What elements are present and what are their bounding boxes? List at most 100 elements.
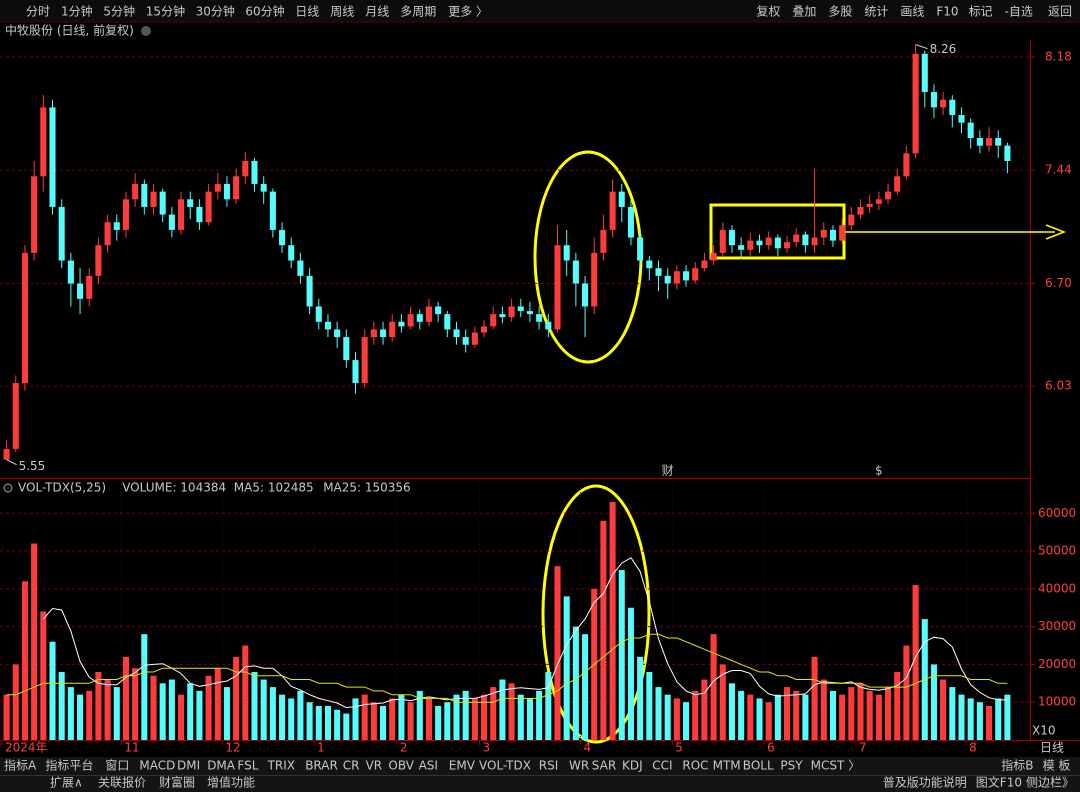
- highlight-ellipse: [533, 150, 643, 364]
- arrow-head: [1045, 224, 1067, 240]
- indicator-tab[interactable]: KDJ: [622, 759, 643, 773]
- candle-body: [986, 138, 993, 146]
- indicator-tab[interactable]: 指标B: [1001, 758, 1033, 773]
- indicator-tab[interactable]: MTM: [713, 759, 741, 773]
- volume-bar: [435, 705, 442, 740]
- volume-bar: [508, 683, 515, 740]
- volume-bar: [481, 694, 488, 740]
- indicator-tab[interactable]: 指标平台: [45, 758, 93, 773]
- indicator-tab[interactable]: MCST: [811, 759, 845, 773]
- panel-icon[interactable]: [3, 483, 13, 493]
- status-button[interactable]: 图文F10: [976, 775, 1022, 790]
- tool-button[interactable]: -自选: [1005, 5, 1033, 19]
- period-button[interactable]: 月线: [365, 5, 389, 19]
- volume-bar: [242, 645, 249, 740]
- candle-body: [269, 191, 276, 230]
- indicator-tab[interactable]: DMA: [207, 759, 236, 773]
- period-button[interactable]: 5分钟: [103, 4, 135, 19]
- event-marker[interactable]: $: [875, 464, 883, 478]
- indicator-tab[interactable]: OBV: [388, 759, 414, 773]
- indicator-tab[interactable]: 指标A: [4, 758, 37, 773]
- tool-button[interactable]: 复权: [756, 5, 780, 19]
- tool-button[interactable]: 标记: [969, 5, 993, 19]
- volume-bar: [875, 694, 882, 740]
- tool-button[interactable]: 返回: [1048, 5, 1072, 19]
- tool-button[interactable]: 叠加: [792, 5, 816, 19]
- indicator-tab[interactable]: 窗口: [105, 759, 129, 773]
- candle-body: [499, 314, 506, 318]
- volume-bar: [536, 690, 543, 740]
- indicator-tab[interactable]: 〉: [848, 759, 860, 773]
- indicator-tab[interactable]: VOL-TDX: [479, 759, 531, 773]
- candle-body: [435, 306, 442, 315]
- status-button[interactable]: 关联报价: [98, 775, 146, 790]
- volume-bar: [618, 569, 625, 740]
- indicator-tab[interactable]: VR: [366, 759, 383, 773]
- status-button[interactable]: 普及版功能说明: [883, 775, 967, 790]
- period-button[interactable]: 周线: [330, 5, 354, 19]
- candle-body: [554, 245, 561, 330]
- status-button[interactable]: 扩展∧: [50, 776, 83, 790]
- volume-bar: [269, 687, 276, 740]
- status-button[interactable]: 侧边栏》: [1026, 775, 1074, 790]
- period-button[interactable]: 60分钟: [245, 4, 284, 19]
- indicator-tab[interactable]: CCI: [652, 759, 672, 773]
- indicator-tab[interactable]: BRAR: [305, 759, 338, 773]
- period-button[interactable]: 多周期: [400, 5, 436, 19]
- candle-body: [949, 99, 956, 116]
- candle-body: [958, 115, 965, 123]
- tool-button[interactable]: 统计: [864, 5, 888, 19]
- volume-bar: [334, 709, 341, 740]
- ma-line: [6, 633, 1008, 703]
- x-tick-label: 7: [859, 741, 867, 755]
- volume-bar: [802, 694, 809, 740]
- volume-bar: [811, 656, 818, 740]
- indicator-tab[interactable]: 模 板: [1043, 759, 1071, 773]
- tool-button[interactable]: F10: [936, 5, 958, 19]
- indicator-tab[interactable]: FSL: [237, 759, 258, 773]
- tool-button[interactable]: 多股: [828, 5, 852, 19]
- indicator-tab[interactable]: BOLL: [743, 759, 774, 773]
- candle-body: [361, 337, 368, 384]
- candle-body: [591, 252, 598, 307]
- period-button[interactable]: 30分钟: [196, 4, 235, 19]
- volume-bar: [499, 679, 506, 740]
- x-tick-label: 6: [767, 741, 775, 755]
- event-marker[interactable]: 财: [662, 464, 674, 478]
- status-button[interactable]: 增值功能: [207, 775, 255, 790]
- indicator-tab[interactable]: EMV: [449, 759, 476, 773]
- period-button[interactable]: 日线: [295, 5, 319, 19]
- volume-bar: [765, 702, 772, 740]
- candle-body: [885, 191, 892, 200]
- candle-body: [738, 245, 745, 250]
- period-button[interactable]: 分时: [26, 5, 50, 19]
- candle-body: [214, 183, 221, 192]
- indicator-tab[interactable]: ASI: [419, 759, 438, 773]
- indicator-tab[interactable]: PSY: [780, 759, 803, 773]
- indicator-tab[interactable]: MACD: [139, 759, 175, 773]
- y-tick-label: 50000: [1038, 544, 1076, 558]
- indicator-tab[interactable]: CR: [343, 759, 360, 773]
- indicator-tab[interactable]: WR: [569, 759, 589, 773]
- period-button[interactable]: 更多 〉: [448, 5, 488, 19]
- tool-button[interactable]: 画线: [900, 5, 924, 19]
- volume-bar: [646, 671, 653, 740]
- indicator-tab[interactable]: DMI: [177, 759, 200, 773]
- volume-bar: [141, 634, 148, 740]
- candle-body: [921, 53, 928, 93]
- indicator-tab[interactable]: SAR: [592, 759, 616, 773]
- toolbar-bg: [0, 0, 1080, 22]
- candle-body: [517, 306, 524, 312]
- period-button[interactable]: 1分钟: [61, 4, 93, 19]
- indicator-tab[interactable]: RSI: [539, 759, 559, 773]
- candle-body: [86, 275, 93, 299]
- indicator-tab[interactable]: ROC: [682, 759, 708, 773]
- x-tick-label: 1: [317, 741, 325, 755]
- status-button[interactable]: 财富圈: [159, 775, 195, 790]
- volume-bar: [747, 694, 754, 740]
- indicator-tab[interactable]: TRIX: [267, 759, 295, 773]
- candle-body: [297, 260, 304, 276]
- period-button[interactable]: 15分钟: [146, 4, 185, 19]
- title-dropdown[interactable]: [141, 26, 151, 36]
